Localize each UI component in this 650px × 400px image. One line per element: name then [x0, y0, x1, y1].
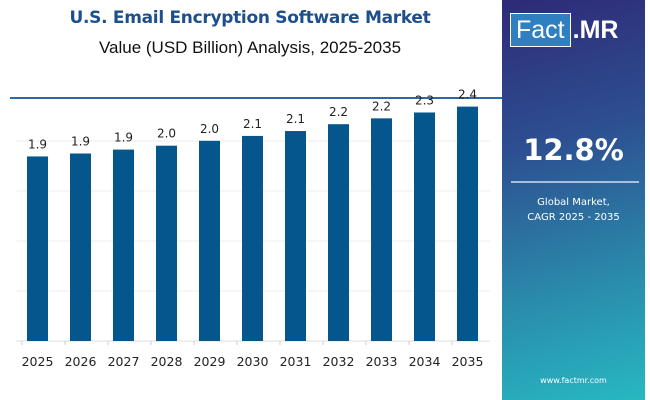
- bar-2034: [414, 112, 435, 341]
- cagr-label-line2: CAGR 2025 - 2035: [527, 212, 620, 223]
- cagr-label: Global Market, CAGR 2025 - 2035: [502, 195, 645, 225]
- bar-2027: [113, 149, 134, 341]
- bar-2030: [242, 135, 263, 341]
- data-label: 2.0: [200, 122, 219, 136]
- x-tick-label: 2033: [366, 354, 398, 369]
- right-edge: [645, 0, 650, 400]
- bar-2029: [199, 140, 220, 341]
- bar-2026: [70, 153, 91, 341]
- bar-2035: [457, 106, 478, 341]
- data-label: 2.1: [243, 117, 262, 131]
- data-label: 1.9: [71, 135, 90, 149]
- bar-2025: [27, 156, 48, 341]
- chart-subtitle: Value (USD Billion) Analysis, 2025-2035: [98, 38, 402, 57]
- data-label: 2.2: [372, 99, 391, 113]
- bar-2028: [156, 145, 177, 341]
- cagr-value: 12.8%: [523, 133, 624, 167]
- x-tick-label: 2029: [194, 354, 226, 369]
- x-tick-label: 2032: [323, 354, 355, 369]
- x-tick-label: 2031: [280, 354, 312, 369]
- bar-2032: [328, 124, 349, 341]
- x-tick-label: 2026: [65, 354, 97, 369]
- data-label: 2.0: [157, 127, 176, 141]
- panel-divider: [511, 181, 639, 183]
- data-label: 2.3: [415, 93, 434, 107]
- factmr-logo: Fact .MR: [510, 13, 637, 47]
- x-tick-label: 2035: [452, 354, 484, 369]
- logo-mr: .MR: [572, 15, 619, 44]
- x-tick-label: 2028: [151, 354, 183, 369]
- cagr-label-line1: Global Market,: [537, 197, 610, 208]
- bar-2033: [371, 118, 392, 341]
- bar-2031: [285, 131, 306, 341]
- website-url: www.factmr.com: [540, 376, 607, 385]
- x-tick-label: 2027: [108, 354, 140, 369]
- data-label: 2.4: [458, 88, 477, 102]
- data-label: 2.1: [286, 112, 305, 126]
- x-tick-label: 2025: [22, 354, 54, 369]
- chart-title: U.S. Email Encryption Software Market: [69, 8, 431, 28]
- logo-fact: Fact: [510, 13, 571, 47]
- data-label: 1.9: [114, 131, 133, 145]
- bar-chart: 1.9 2025 1.9 2026 1.9 2027 2.0 2028 2.0 2029 2.1 20…: [16, 88, 490, 369]
- x-tick-label: 2034: [409, 354, 441, 369]
- cagr-panel: Fact .MR 12.8% Global Market, CAGR 2025 …: [502, 0, 645, 400]
- data-label: 1.9: [28, 137, 47, 151]
- data-label: 2.2: [329, 105, 348, 119]
- title-divider: [10, 97, 502, 99]
- x-tick-label: 2030: [237, 354, 269, 369]
